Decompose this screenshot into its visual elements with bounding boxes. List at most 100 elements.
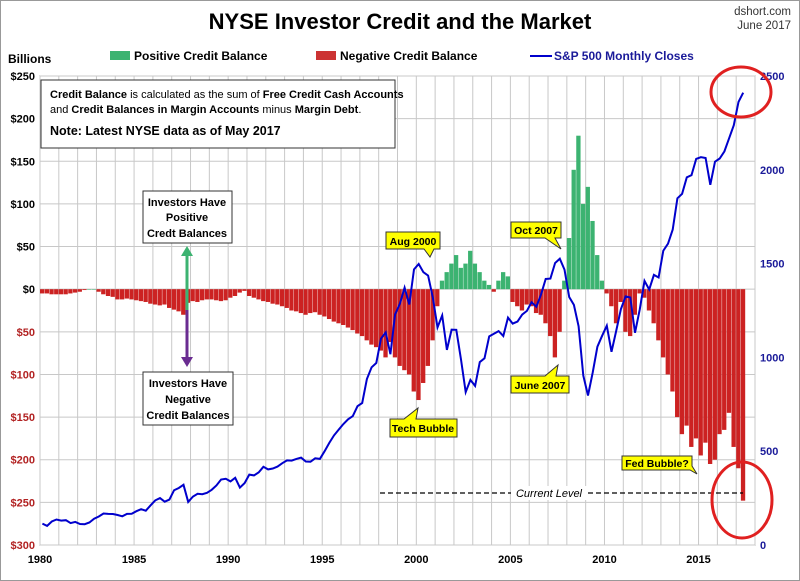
- callout-shape: [510, 363, 570, 394]
- bar-negative: [171, 289, 177, 310]
- bar-negative: [618, 289, 623, 302]
- bar-negative: [331, 289, 336, 322]
- bar-negative: [623, 289, 628, 332]
- bar-negative: [529, 289, 534, 307]
- y2-tick-label: 500: [760, 446, 778, 458]
- bar-negative: [707, 289, 713, 464]
- bar-negative: [218, 289, 224, 302]
- bar-negative: [515, 289, 520, 307]
- positive-box: [142, 190, 233, 244]
- bar-negative: [138, 289, 144, 302]
- legend-label-negative: Negative Credit Balance: [340, 49, 478, 63]
- bar-negative: [435, 289, 440, 307]
- bar-negative: [689, 289, 694, 447]
- y2-tick-label: 0: [760, 540, 766, 552]
- bar-negative: [312, 289, 318, 313]
- bar-negative: [214, 289, 219, 301]
- y-tick-label: $150: [11, 156, 35, 168]
- bar-negative: [181, 289, 186, 315]
- bar-negative: [294, 289, 299, 312]
- bar-negative: [54, 289, 59, 295]
- bar-negative: [58, 289, 64, 295]
- bar-negative: [679, 289, 685, 435]
- bar-negative: [604, 289, 609, 294]
- bar-negative: [646, 289, 652, 311]
- note-text-run: is calculated as the sum of: [127, 89, 263, 101]
- bar-positive: [482, 280, 487, 290]
- note-text-run: Margin Debt: [295, 104, 359, 116]
- bar-positive: [496, 280, 501, 290]
- y-axis-label: Billions: [8, 52, 52, 66]
- bar-positive: [500, 272, 506, 290]
- callout-june-2007: June 2007: [510, 363, 570, 394]
- bar-positive: [444, 272, 449, 290]
- bar-positive: [571, 169, 576, 290]
- legend-label-sp500: S&P 500 Monthly Closes: [554, 49, 694, 63]
- callout-text: Aug 2000: [390, 236, 437, 248]
- axes: $250 $200 $150 $100 $50 $0 $50 $100 $150 $200 $250…: [11, 71, 785, 566]
- bar-negative: [129, 289, 134, 300]
- note-text-run: minus: [259, 104, 294, 116]
- bar-negative: [341, 289, 346, 325]
- bar-negative: [406, 289, 412, 375]
- source-label: dshort.com: [734, 6, 791, 18]
- bar-negative: [519, 289, 525, 311]
- bar-negative: [609, 289, 614, 307]
- bar-negative: [317, 289, 322, 315]
- bar-negative: [265, 289, 271, 302]
- bar-positive: [91, 289, 97, 290]
- y-tick-label: $50: [17, 327, 35, 339]
- bar-negative: [199, 289, 205, 301]
- bar-negative: [44, 289, 50, 294]
- bar-negative: [665, 289, 670, 375]
- y-tick-label: $250: [11, 497, 35, 509]
- bar-negative: [369, 289, 374, 345]
- bar-negative: [613, 289, 619, 324]
- bar-negative: [232, 289, 238, 297]
- highlight-circle-sp500: [709, 65, 773, 119]
- bar-negative: [698, 289, 703, 456]
- bar-negative: [167, 289, 172, 308]
- bar-negative: [430, 289, 435, 341]
- down-arrowhead-icon: [181, 357, 193, 367]
- bar-negative: [397, 289, 402, 366]
- bar-positive: [590, 220, 595, 290]
- bar-negative: [209, 289, 214, 300]
- legend-swatch-negative: [316, 51, 336, 60]
- callout-text: Tech Bubble: [392, 423, 454, 435]
- negative-box-line: Credit Balances: [146, 410, 229, 422]
- bar-negative: [627, 289, 633, 337]
- bar-positive: [458, 267, 463, 290]
- x-tick-label: 1990: [216, 554, 240, 566]
- bar-negative: [308, 289, 313, 314]
- bar-negative: [383, 289, 388, 358]
- x-tick-label: 1995: [310, 554, 334, 566]
- bar-positive: [585, 186, 590, 290]
- bar-negative: [717, 289, 722, 435]
- bar-positive: [87, 289, 92, 290]
- bar-negative: [124, 289, 129, 299]
- bar-negative: [251, 289, 256, 298]
- bar-negative: [510, 289, 515, 302]
- bar-negative: [421, 289, 426, 383]
- bar-negative: [237, 289, 242, 293]
- callout-shape: [621, 455, 698, 475]
- bar-negative: [152, 289, 158, 305]
- bar-positive: [505, 276, 510, 290]
- bar-negative: [350, 289, 355, 331]
- bar-negative: [204, 289, 209, 300]
- bar-negative: [148, 289, 153, 304]
- bar-negative: [693, 289, 699, 439]
- bar-negative: [637, 289, 642, 294]
- callout-text: Oct 2007: [514, 225, 558, 237]
- y-tick-label: $200: [11, 455, 35, 467]
- bar-positive: [576, 135, 581, 290]
- bar-positive: [449, 263, 454, 290]
- bar-negative: [275, 289, 280, 305]
- bar-negative: [656, 289, 661, 341]
- bar-negative: [195, 289, 200, 302]
- note-latest-data: Note: Latest NYSE data as of May 2017: [50, 124, 281, 138]
- bar-negative: [543, 289, 548, 324]
- positive-box-line: Credt Balances: [147, 228, 227, 240]
